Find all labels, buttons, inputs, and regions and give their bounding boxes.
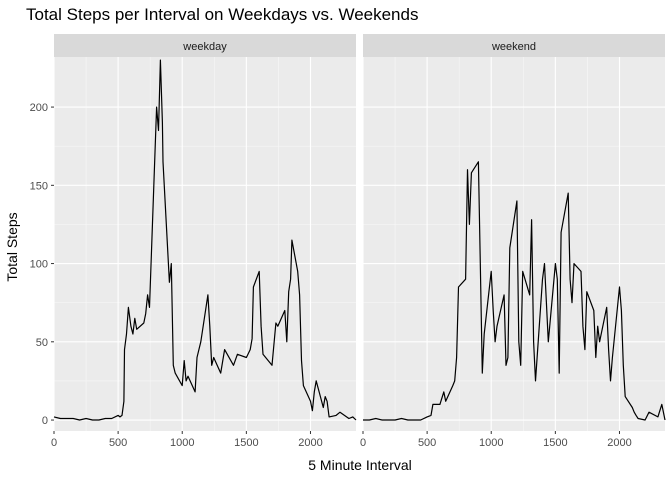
x-tick-label: 2000 <box>607 437 631 449</box>
facet-strip <box>54 34 356 57</box>
facet-panel-weekday: weekday 0 500 1000 1500 2000 <box>51 34 357 449</box>
x-tick-label: 1500 <box>543 437 567 449</box>
facet-panel-weekend: weekend 0 500 1000 1500 2000 <box>360 34 666 449</box>
x-tick-label: 500 <box>418 437 436 449</box>
facet-strip-label: weekend <box>491 41 536 53</box>
panel-background <box>363 57 665 431</box>
chart-title: Total Steps per Interval on Weekdays vs.… <box>26 5 419 24</box>
x-tick-label: 0 <box>360 437 366 449</box>
x-tick-label: 1000 <box>479 437 503 449</box>
y-tick-label: 50 <box>36 337 48 349</box>
series-line-weekday <box>53 59 357 421</box>
y-tick-label: 100 <box>30 259 48 271</box>
panel-background <box>54 57 356 431</box>
y-tick-label: 0 <box>42 415 48 427</box>
x-tick-label: 1500 <box>234 437 258 449</box>
series-line-weekend <box>363 161 666 421</box>
x-tick-label: 0 <box>51 437 57 449</box>
panels-layer: weekday 0 500 1000 1500 2000 weekend 0 500 1000 15… <box>51 34 666 449</box>
y-tick-label: 200 <box>30 102 48 114</box>
x-tick-label: 500 <box>109 437 127 449</box>
x-axis-title: 5 Minute Interval <box>308 457 412 473</box>
y-tick-label: 150 <box>30 180 48 192</box>
x-tick-label: 2000 <box>298 437 322 449</box>
facet-strip <box>363 34 665 57</box>
y-axis: 0 50 100 150 200 <box>30 102 54 427</box>
y-axis-title: Total Steps <box>4 212 20 281</box>
facet-strip-label: weekday <box>182 41 227 53</box>
x-tick-label: 1000 <box>170 437 194 449</box>
